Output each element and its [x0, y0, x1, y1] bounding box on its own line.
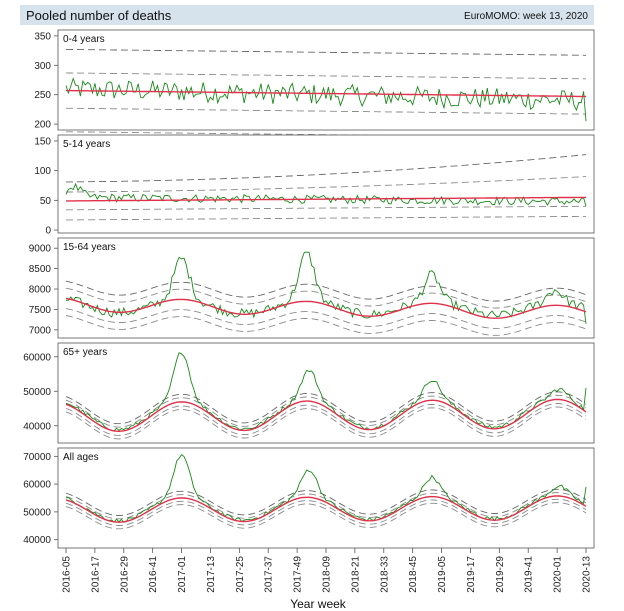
- panel-title: All ages: [63, 452, 99, 463]
- header-bar: [20, 5, 594, 25]
- x-tick-label: 2019-05: [437, 556, 448, 593]
- x-tick-label: 2018-21: [350, 556, 361, 593]
- y-tick-label: 40000: [23, 421, 51, 432]
- prediction-band: [65, 315, 587, 336]
- y-tick-label: 200: [34, 120, 51, 131]
- panel-frame: [57, 134, 595, 234]
- y-tick-label: 9000: [29, 244, 52, 255]
- y-tick-label: 150: [34, 136, 51, 147]
- observed-series: [66, 251, 587, 324]
- x-tick-label: 2019-17: [466, 556, 477, 593]
- prediction-band: [65, 492, 587, 520]
- panel-title: 0-4 years: [63, 34, 105, 45]
- y-tick-label: 50000: [23, 507, 51, 518]
- x-tick-label: 2017-25: [235, 556, 246, 593]
- prediction-band: [65, 406, 587, 440]
- x-tick-label: 2017-13: [206, 556, 217, 593]
- prediction-band: [66, 215, 586, 221]
- x-axis-ticks: 2016-05 2016-17 2016-29 2016-41 2017-01 2017-…: [62, 548, 593, 593]
- y-tick-label: 8000: [29, 285, 52, 296]
- x-tick-label: 2016-29: [119, 556, 130, 593]
- panel-1: 0 50 100 150 5-14 years: [34, 134, 595, 237]
- prediction-band: [65, 72, 586, 80]
- y-tick-label: 50000: [23, 387, 51, 398]
- x-tick-label: 2020-01: [553, 556, 564, 593]
- prediction-band: [65, 488, 587, 516]
- x-axis-label: Year week: [290, 597, 347, 611]
- x-tick-label: 2019-29: [495, 556, 506, 593]
- prediction-band: [65, 107, 586, 115]
- panel-frame: [57, 447, 595, 549]
- prediction-band: [66, 205, 586, 211]
- y-tick-label: 7000: [29, 325, 52, 336]
- panel-title: 15-64 years: [63, 242, 116, 253]
- x-tick-label: 2019-41: [524, 556, 535, 593]
- prediction-band: [66, 176, 587, 193]
- y-tick-label: 7500: [29, 305, 52, 316]
- x-tick-label: 2016-05: [62, 556, 73, 593]
- prediction-band: [65, 391, 587, 425]
- panel-0: 200 250 300 350 0-4 years: [34, 29, 595, 139]
- y-tick-label: 100: [34, 166, 51, 177]
- source-label: EuroMOMO: week 13, 2020: [464, 11, 588, 22]
- y-tick-label: 60000: [23, 352, 51, 363]
- figure-title: Pooled number of deaths: [26, 8, 172, 23]
- y-tick-label: 8500: [29, 264, 52, 275]
- x-tick-label: 2017-01: [177, 556, 188, 593]
- x-tick-label: 2020-13: [582, 556, 593, 593]
- baseline-series: [65, 495, 587, 523]
- x-tick-label: 2017-37: [264, 556, 275, 593]
- prediction-band: [66, 48, 586, 56]
- y-tick-label: 350: [34, 31, 51, 42]
- panel-frame: [57, 29, 595, 131]
- panel-3: 40000 50000 60000 65+ years: [23, 342, 595, 444]
- y-tick-label: 250: [34, 90, 51, 101]
- panel-title: 65+ years: [63, 347, 107, 358]
- prediction-band: [65, 308, 587, 329]
- y-tick-label: 0: [45, 226, 51, 237]
- baseline-series: [66, 89, 587, 98]
- chart-panels: 200 250 300 350 0-4 years 0 50 100 150 5-14 years…: [23, 29, 595, 549]
- y-tick-label: 70000: [23, 452, 51, 463]
- prediction-band: [65, 502, 587, 530]
- prediction-band: [65, 498, 587, 526]
- observed-series: [65, 352, 587, 432]
- x-tick-label: 2018-45: [408, 556, 419, 593]
- prediction-band: [65, 403, 587, 436]
- baseline-series: [65, 398, 587, 433]
- panel-2: 7000 7500 8000 8500 9000 15-64 years: [29, 237, 595, 339]
- y-tick-label: 40000: [23, 535, 51, 546]
- prediction-band: [65, 280, 587, 302]
- prediction-band: [65, 287, 587, 309]
- baseline-series: [66, 196, 586, 202]
- observed-series: [65, 77, 587, 122]
- baseline-series: [65, 297, 587, 319]
- y-tick-label: 60000: [23, 480, 51, 491]
- panel-4: 40000 50000 60000 70000 All ages: [23, 447, 595, 549]
- observed-series: [65, 453, 587, 523]
- x-tick-label: 2016-17: [90, 556, 101, 593]
- x-tick-label: 2016-41: [148, 556, 159, 593]
- panel-frame: [57, 342, 595, 444]
- x-tick-label: 2018-09: [322, 556, 333, 593]
- panel-title: 5-14 years: [63, 139, 110, 150]
- panel-frame: [57, 237, 595, 339]
- x-tick-label: 2018-33: [379, 556, 390, 593]
- x-tick-label: 2017-49: [293, 556, 304, 593]
- prediction-band: [66, 154, 587, 183]
- y-tick-label: 300: [34, 61, 51, 72]
- observed-series: [65, 182, 587, 207]
- y-tick-label: 50: [40, 196, 52, 207]
